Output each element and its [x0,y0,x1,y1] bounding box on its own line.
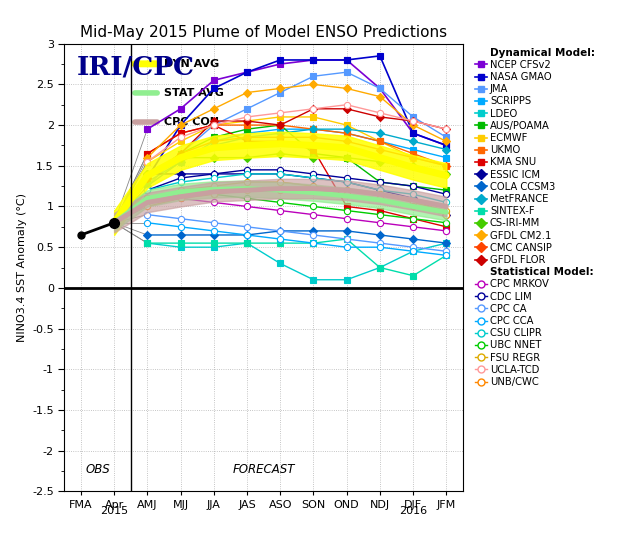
Text: 2015: 2015 [100,506,128,516]
Text: IRI/CPC: IRI/CPC [77,55,194,80]
Text: DYN AVG: DYN AVG [164,59,219,69]
Y-axis label: NINO3.4 SST Anomaly (°C): NINO3.4 SST Anomaly (°C) [17,193,26,342]
Title: Mid-May 2015 Plume of Model ENSO Predictions: Mid-May 2015 Plume of Model ENSO Predict… [80,25,447,40]
Text: STAT AVG: STAT AVG [164,88,224,98]
Legend: Dynamical Model:, NCEP CFSv2, NASA GMAO, JMA, SCRIPPS, LDEO, AUS/POAMA, ECMWF, U: Dynamical Model:, NCEP CFSv2, NASA GMAO,… [471,44,599,391]
Text: CPC CON: CPC CON [164,117,219,127]
Text: 2016: 2016 [399,506,427,516]
Text: FORECAST: FORECAST [232,464,295,477]
Text: OBS: OBS [85,464,110,477]
